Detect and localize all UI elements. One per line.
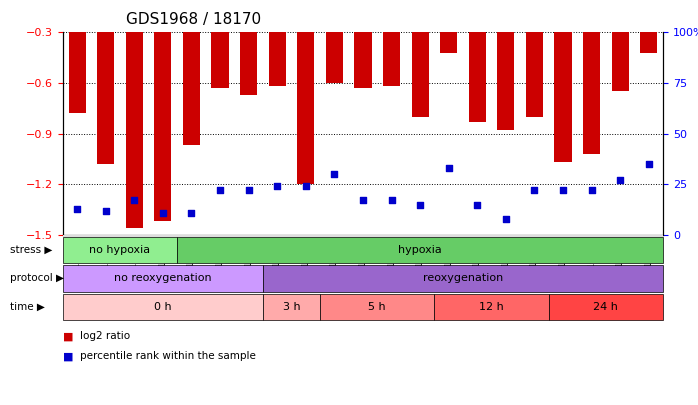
Bar: [269, 0, 285, 86]
Text: GDS1968 / 18170: GDS1968 / 18170: [126, 12, 261, 27]
Point: [357, 197, 369, 204]
Point: [329, 171, 340, 177]
Point: [157, 209, 168, 216]
Text: 12 h: 12 h: [480, 302, 504, 312]
Point: [214, 187, 225, 194]
Point: [558, 187, 569, 194]
Point: [243, 187, 254, 194]
Bar: [183, 0, 200, 145]
Text: ■: ■: [63, 331, 73, 341]
Text: 0 h: 0 h: [154, 302, 172, 312]
Point: [71, 205, 82, 212]
Bar: [497, 0, 514, 130]
Bar: [68, 0, 86, 113]
Bar: [583, 0, 600, 154]
Bar: [611, 0, 629, 92]
Text: stress ▶: stress ▶: [10, 245, 53, 255]
Bar: [554, 0, 572, 162]
Text: protocol ▶: protocol ▶: [10, 273, 64, 283]
Point: [386, 197, 397, 204]
Point: [300, 183, 311, 190]
Bar: [297, 0, 314, 184]
Bar: [383, 0, 400, 86]
Text: no hypoxia: no hypoxia: [89, 245, 151, 255]
Point: [443, 165, 454, 171]
Bar: [211, 0, 229, 88]
Point: [128, 197, 140, 204]
Text: ■: ■: [63, 352, 73, 361]
Point: [415, 201, 426, 208]
Bar: [469, 0, 486, 122]
Bar: [355, 0, 371, 88]
Bar: [526, 0, 543, 117]
Text: log2 ratio: log2 ratio: [80, 331, 131, 341]
Point: [615, 177, 626, 183]
Point: [500, 215, 512, 222]
Point: [186, 209, 197, 216]
Point: [272, 183, 283, 190]
Bar: [240, 0, 257, 95]
Text: 5 h: 5 h: [369, 302, 386, 312]
Point: [644, 161, 655, 167]
Bar: [640, 0, 658, 53]
Text: 24 h: 24 h: [593, 302, 618, 312]
Point: [529, 187, 540, 194]
Bar: [440, 0, 457, 53]
Text: no reoxygenation: no reoxygenation: [114, 273, 211, 283]
Text: percentile rank within the sample: percentile rank within the sample: [80, 352, 256, 361]
Bar: [154, 0, 172, 222]
Point: [100, 207, 111, 214]
Bar: [97, 0, 114, 164]
Text: reoxygenation: reoxygenation: [423, 273, 503, 283]
Bar: [412, 0, 429, 117]
Text: 3 h: 3 h: [283, 302, 300, 312]
Point: [586, 187, 597, 194]
Bar: [326, 0, 343, 83]
Text: time ▶: time ▶: [10, 302, 45, 312]
Bar: [126, 0, 143, 228]
Text: hypoxia: hypoxia: [399, 245, 442, 255]
Point: [472, 201, 483, 208]
